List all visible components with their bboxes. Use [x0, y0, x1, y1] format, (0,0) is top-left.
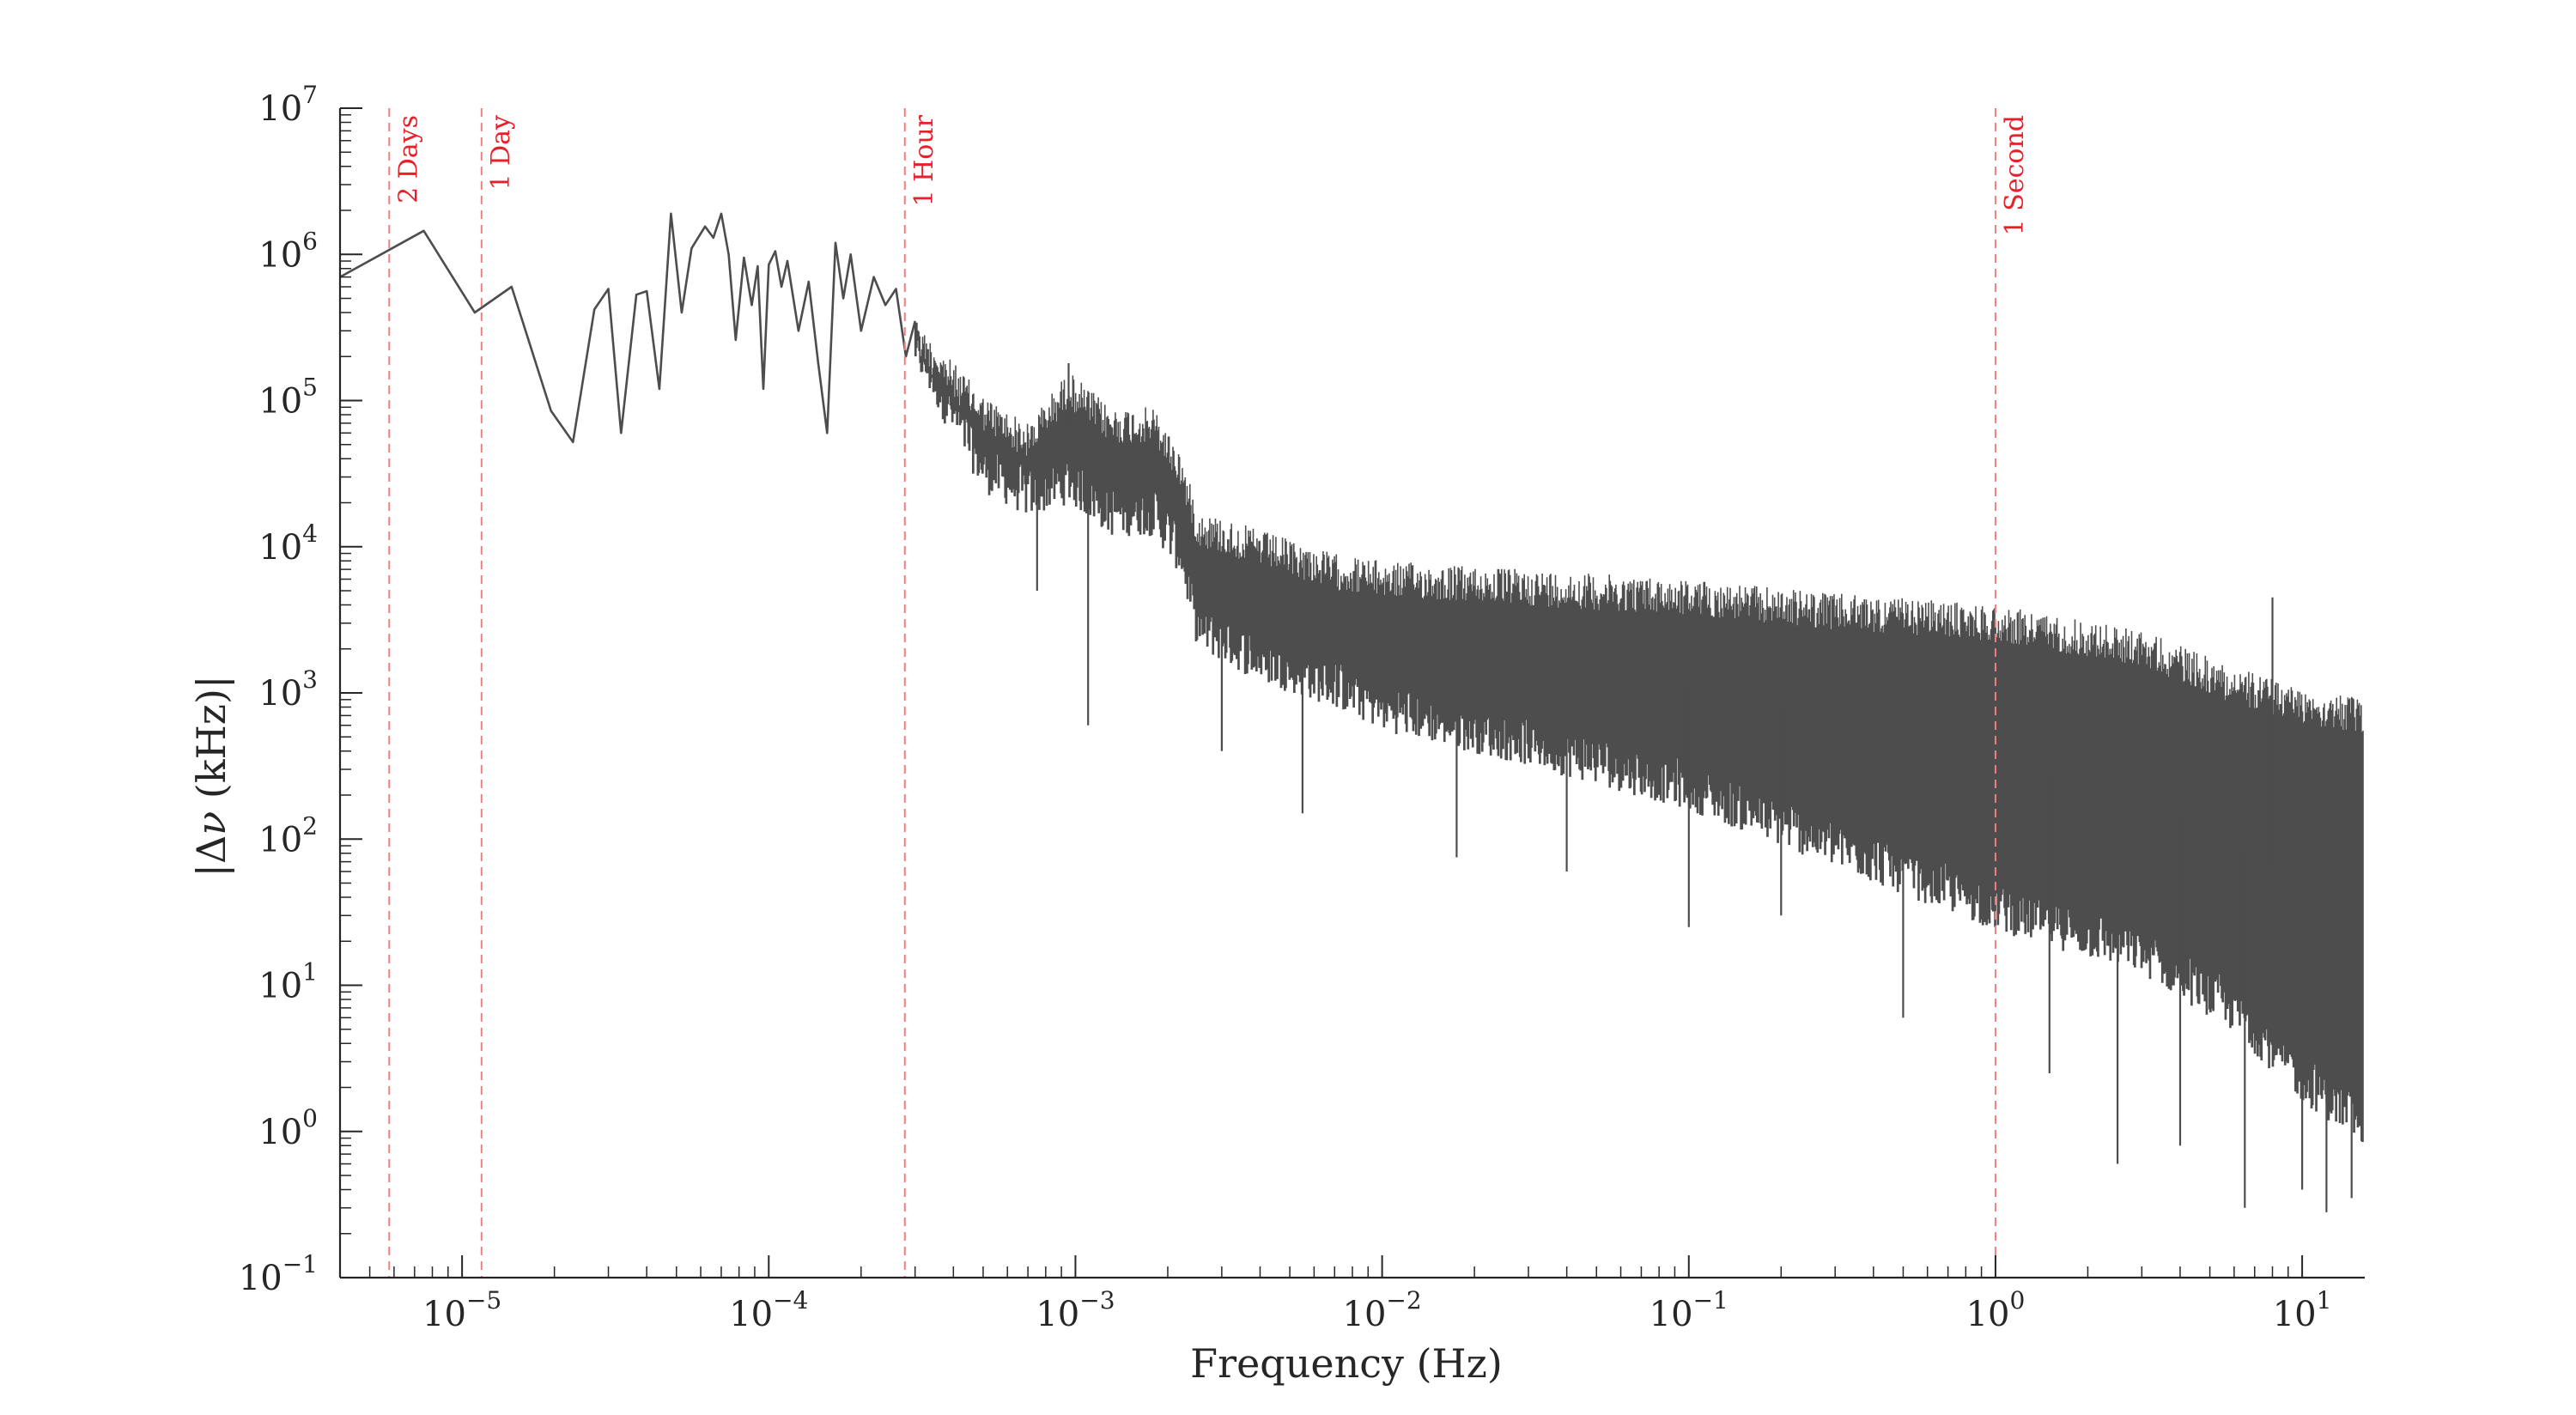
marker-label-1: 1 Day — [486, 115, 516, 191]
x-tick-label-1: 10−4 — [729, 1286, 808, 1334]
y-tick-label-8: 107 — [258, 81, 318, 129]
x-tick-label-5: 100 — [1966, 1286, 2026, 1334]
y-tick-label-2: 101 — [258, 958, 318, 1006]
x-tick-label-base: 10 — [2273, 1295, 2317, 1334]
y-tick-label-7: 106 — [258, 227, 318, 275]
y-tick-label-exponent: 0 — [302, 1104, 318, 1133]
y-tick-label-base: 10 — [258, 382, 302, 422]
y-tick-label-base: 10 — [258, 1113, 302, 1152]
y-tick-label-4: 103 — [258, 665, 318, 714]
x-tick-label-exponent: 1 — [2317, 1286, 2332, 1315]
x-tick-label-6: 101 — [2273, 1286, 2332, 1334]
marker-label-2: 1 Hour — [909, 114, 939, 206]
x-tick-label-exponent: −5 — [466, 1286, 501, 1315]
x-tick-label-4: 10−1 — [1649, 1286, 1728, 1334]
y-tick-label-exponent: 5 — [302, 373, 318, 402]
y-tick-label-exponent: 4 — [302, 519, 318, 548]
y-tick-label-exponent: 3 — [302, 665, 318, 694]
y-tick-label-base: 10 — [258, 89, 302, 129]
x-tick-label-base: 10 — [1966, 1295, 2010, 1334]
y-tick-label-base: 10 — [239, 1259, 283, 1298]
y-tick-label-base: 10 — [258, 967, 302, 1006]
y-tick-label-exponent: 6 — [302, 227, 318, 255]
y-tick-label-base: 10 — [258, 674, 302, 714]
marker-label-3: 1 Second — [2000, 115, 2030, 235]
y-tick-label-base: 10 — [258, 820, 302, 859]
y-tick-label-base: 10 — [258, 528, 302, 568]
x-tick-label-base: 10 — [1649, 1295, 1693, 1334]
x-tick-label-0: 10−5 — [422, 1286, 501, 1334]
x-tick-label-3: 10−2 — [1343, 1286, 1422, 1334]
y-axis-title: |Δν (kHz)| — [188, 676, 234, 878]
series-line-low-frequency — [339, 212, 916, 444]
y-tick-label-3: 102 — [258, 811, 318, 859]
y-axis-title-suffix: (kHz)| — [188, 676, 234, 811]
x-tick-label-2: 10−3 — [1036, 1286, 1115, 1334]
y-tick-label-base: 10 — [258, 235, 302, 275]
x-tick-label-exponent: −4 — [773, 1286, 808, 1315]
x-axis-title: Frequency (Hz) — [1190, 1340, 1503, 1387]
x-tick-label-exponent: −1 — [1693, 1286, 1728, 1315]
x-tick-label-exponent: −3 — [1079, 1286, 1115, 1315]
marker-label-0: 2 Days — [393, 115, 423, 203]
x-tick-label-base: 10 — [422, 1295, 466, 1334]
series-noise-band — [914, 320, 2364, 1142]
y-tick-label-exponent: 7 — [302, 81, 318, 109]
y-tick-label-5: 104 — [258, 519, 318, 568]
y-tick-label-exponent: 2 — [302, 811, 318, 840]
series-layer — [339, 212, 2364, 1212]
y-tick-label-exponent: 1 — [302, 958, 318, 987]
y-axis-title-prefix: |Δ — [188, 835, 234, 878]
y-tick-label-0: 10−1 — [239, 1250, 318, 1298]
x-tick-label-base: 10 — [1343, 1295, 1387, 1334]
y-tick-label-6: 105 — [258, 373, 318, 422]
x-tick-label-base: 10 — [1036, 1295, 1079, 1334]
x-tick-label-exponent: 0 — [2009, 1286, 2025, 1315]
y-tick-label-exponent: −1 — [283, 1250, 318, 1278]
marker-layer: 2 Days 1 Day 1 Hour 1 Second — [388, 108, 2030, 1278]
y-axis-title-variable: ν — [188, 811, 234, 835]
y-tick-label-1: 100 — [258, 1104, 318, 1152]
x-tick-label-exponent: −2 — [1386, 1286, 1421, 1315]
x-tick-label-base: 10 — [729, 1295, 773, 1334]
